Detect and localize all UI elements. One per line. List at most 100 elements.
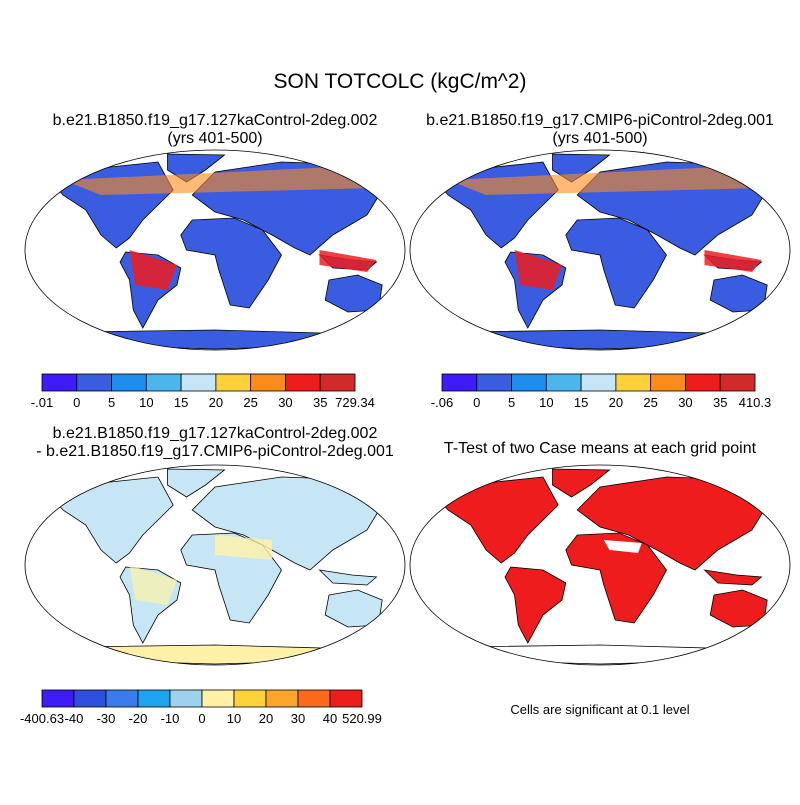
colorbar-label: 5 — [508, 395, 515, 410]
colorbar-label: -30 — [97, 711, 116, 726]
panel-title: b.e21.B1850.f19_g17.CMIP6-piControl-2deg… — [426, 112, 774, 129]
colorbar-label: 20 — [209, 395, 223, 410]
colorbar-box — [41, 373, 78, 392]
colorbar-box — [73, 689, 107, 708]
colorbar-label: 25 — [243, 395, 257, 410]
colorbar-box — [545, 373, 582, 392]
colorbar-label: 0 — [473, 395, 480, 410]
landmass — [180, 217, 282, 309]
colorbar-label: 10 — [139, 395, 153, 410]
map-land — [432, 153, 768, 350]
map — [24, 149, 406, 351]
colorbar-label: 40 — [323, 711, 337, 726]
colorbar-box — [111, 373, 147, 392]
map-land — [47, 468, 383, 665]
colorbar-label: 10 — [227, 711, 241, 726]
colorbar-box — [685, 373, 721, 392]
colorbar-label: 5 — [108, 395, 115, 410]
not-significant — [603, 540, 642, 553]
landmass — [565, 217, 667, 309]
colorbar-label: 729.34 — [335, 395, 375, 410]
colorbar-label: 25 — [643, 395, 657, 410]
panel-title: T-Test of two Case means at each grid po… — [444, 440, 757, 457]
colorbar-box — [441, 373, 478, 392]
landmass — [318, 569, 378, 586]
colorbar-label: 35 — [313, 395, 327, 410]
colorbar-label: -.01 — [31, 395, 53, 410]
colorbar-label: 35 — [713, 395, 727, 410]
map-land — [47, 153, 383, 350]
map-border — [409, 464, 791, 666]
colorbar-box — [215, 373, 252, 392]
landmass — [47, 161, 174, 249]
figure-title: SON TOTCOLC (kgC/m^2) — [274, 70, 527, 93]
colorbar-box — [41, 689, 75, 708]
landmass — [324, 589, 383, 628]
colorbar-box — [169, 689, 203, 708]
landmass — [47, 476, 174, 564]
map-border — [24, 464, 406, 666]
colorbar-label: -40 — [65, 711, 84, 726]
map-border — [409, 149, 791, 351]
colorbar-box — [719, 373, 756, 392]
map — [409, 149, 791, 351]
colorbar-label: 30 — [278, 395, 292, 410]
colorbar-box — [319, 373, 356, 392]
landmass — [709, 589, 768, 628]
colorbar-box — [137, 689, 171, 708]
colorbar-label: -10 — [161, 711, 180, 726]
colorbar-box — [233, 689, 267, 708]
colorbar-box — [265, 689, 299, 708]
colorbar-label: 15 — [174, 395, 188, 410]
map — [24, 464, 406, 666]
landmass — [72, 644, 358, 665]
colorbar-box — [615, 373, 652, 392]
landmass — [432, 476, 559, 564]
landmass — [457, 329, 743, 350]
colorbar-box — [650, 373, 686, 392]
landmass — [552, 468, 611, 498]
high-region — [319, 250, 377, 272]
landmass — [167, 468, 226, 498]
map — [409, 464, 791, 666]
map-land — [432, 468, 768, 665]
panel-title: b.e21.B1850.f19_g17.127kaControl-2deg.00… — [53, 425, 378, 442]
colorbar-label: 30 — [291, 711, 305, 726]
positive-region — [129, 565, 177, 605]
colorbar-box — [511, 373, 547, 392]
colorbar-box — [580, 373, 617, 392]
colorbar-box — [76, 373, 112, 392]
landmass — [703, 569, 763, 586]
landmass — [324, 274, 383, 313]
landmass — [709, 274, 768, 313]
colorbar-label: 20 — [609, 395, 623, 410]
map-border — [24, 149, 406, 351]
panel-title: (yrs 401-500) — [552, 130, 647, 147]
colorbar-label: 0 — [198, 711, 205, 726]
landmass — [191, 476, 383, 571]
colorbar-label: 15 — [574, 395, 588, 410]
landmass — [72, 329, 358, 350]
colorbar-label: 20 — [259, 711, 273, 726]
colorbar-box — [105, 689, 139, 708]
note: Cells are significant at 0.1 level — [510, 702, 689, 717]
colorbar-box — [329, 689, 363, 708]
colorbar-box — [180, 373, 217, 392]
high-region — [704, 250, 762, 272]
colorbar-label: -20 — [129, 711, 148, 726]
colorbar-label: -.06 — [431, 395, 453, 410]
positive-region — [215, 535, 272, 560]
landmass — [432, 161, 559, 249]
panel-title: - b.e21.B1850.f19_g17.CMIP6-piControl-2d… — [36, 443, 394, 460]
colorbar-box — [297, 689, 331, 708]
colorbar-label: 0 — [73, 395, 80, 410]
colorbar-box — [476, 373, 512, 392]
high-region — [129, 250, 177, 290]
boreal-region — [448, 165, 762, 195]
boreal-region — [63, 165, 377, 195]
panel-title: (yrs 401-500) — [167, 130, 262, 147]
landmass — [576, 476, 768, 571]
landmass — [565, 532, 667, 624]
